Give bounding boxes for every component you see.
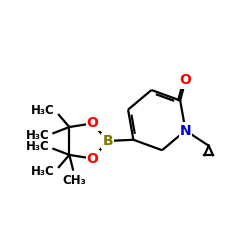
Text: O: O [86, 152, 99, 166]
Text: H₃C: H₃C [31, 165, 55, 178]
Text: O: O [180, 74, 192, 88]
Text: N: N [180, 124, 191, 138]
Text: O: O [86, 116, 99, 130]
Text: B: B [102, 134, 113, 148]
Text: H₃C: H₃C [26, 129, 50, 142]
Text: H₃C: H₃C [26, 140, 50, 153]
Text: H₃C: H₃C [31, 104, 55, 117]
Text: CH₃: CH₃ [62, 174, 86, 188]
